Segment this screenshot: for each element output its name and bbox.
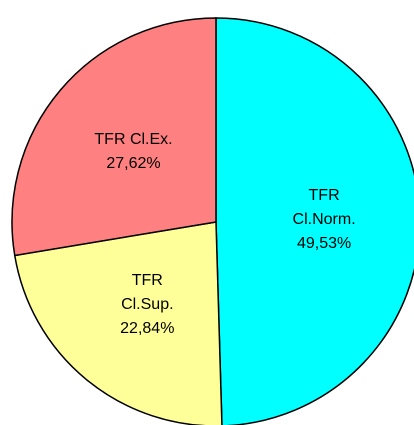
slice-label: TFR Cl.Sup. 22,84% xyxy=(92,269,202,341)
value-label: 22,84% xyxy=(120,320,175,338)
pie-slice xyxy=(11,17,217,257)
category-label: TFR Cl.Sup. xyxy=(121,272,174,314)
value-label: 27,62% xyxy=(106,155,161,173)
category-label: TFR Cl.Ex. xyxy=(94,131,173,149)
slice-label: TFR Cl.Ex. 27,62% xyxy=(79,128,189,176)
pie-slice xyxy=(215,17,414,425)
category-label: TFR Cl.Norm. xyxy=(292,187,356,229)
pie-slice xyxy=(13,221,223,425)
slice-label: TFR Cl.Norm. 49,53% xyxy=(269,184,379,256)
value-label: 49,53% xyxy=(296,235,352,253)
